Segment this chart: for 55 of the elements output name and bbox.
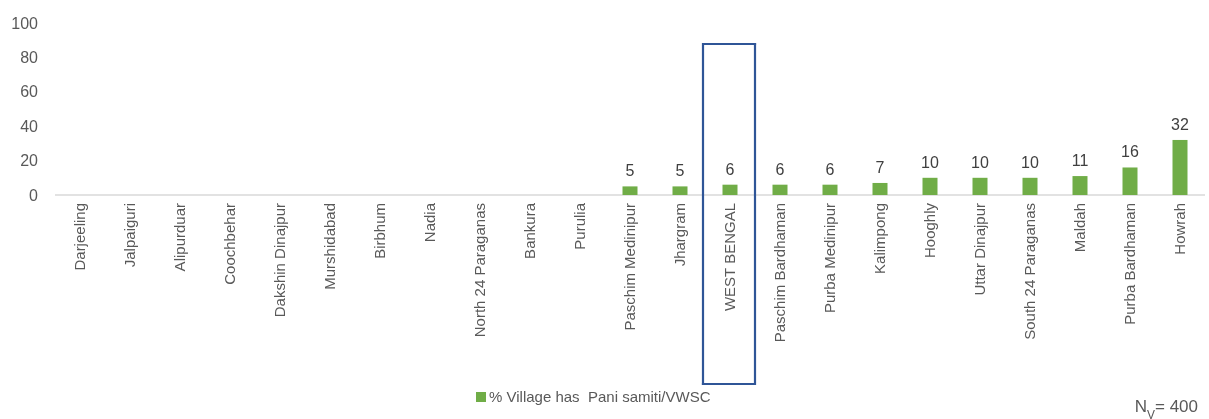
bar (872, 182, 888, 195)
bar (622, 186, 638, 195)
x-tick-label: Jalpaiguri (121, 203, 139, 268)
x-tick-label: Coochbehar (221, 203, 239, 285)
x-tick-label: Nadia (421, 202, 439, 243)
x-tick-label: Murshidabad (321, 203, 339, 290)
x-tick-label: Uttar Dinajpur (971, 203, 989, 296)
y-tick-label: 80 (20, 49, 39, 66)
x-tick-label: Paschim Bardhaman (771, 203, 789, 343)
x-tick-label: Purba Medinipur (821, 203, 839, 314)
x-tick-label: WEST BENGAL (721, 203, 739, 312)
x-tick-label: North 24 Paraganas (471, 203, 489, 338)
bar (1122, 167, 1138, 195)
data-label: 6 (725, 160, 735, 178)
data-label: 7 (875, 158, 885, 176)
data-label: 6 (825, 160, 835, 178)
x-tick-label: Darjeeling (71, 203, 89, 271)
y-tick-label: 20 (20, 152, 39, 170)
bar (922, 177, 938, 195)
y-tick-label: 60 (20, 83, 39, 101)
bar (1022, 177, 1038, 195)
x-tick-label: Alipurduar (171, 203, 189, 272)
x-tick-label: Purulia (571, 202, 589, 250)
y-tick-label: 0 (29, 186, 39, 204)
data-label: 5 (675, 162, 685, 180)
x-tick-label: Jhargram (671, 203, 689, 267)
data-label: 32 (1171, 115, 1189, 133)
x-tick-label: Purba Bardhaman (1121, 203, 1139, 325)
bar (722, 184, 738, 195)
legend-label: % Village has Pani samiti/VWSC (489, 388, 711, 405)
x-tick-label: Maldah (1071, 203, 1089, 253)
x-tick-label: Howrah (1171, 203, 1189, 255)
bar (672, 186, 688, 195)
data-label: 10 (921, 153, 939, 171)
x-tick-label: Bankura (521, 202, 539, 259)
x-tick-label: Kalimpong (871, 203, 889, 274)
x-tick-label: Hooghly (921, 202, 939, 259)
bar (772, 184, 788, 195)
data-label: 16 (1121, 143, 1139, 161)
x-tick-label: Paschim Medinipur (621, 203, 639, 331)
data-label: 6 (775, 160, 785, 178)
x-tick-label: Birbhum (371, 203, 389, 259)
bar (972, 177, 988, 195)
data-label: 11 (1071, 152, 1089, 170)
text: N$_{V}$= 400 (1134, 397, 1198, 419)
data-label: 10 (1021, 153, 1039, 171)
y-tick-label: 40 (20, 117, 39, 135)
bar (1172, 139, 1188, 195)
x-tick-label: Dakshin Dinajpur (271, 203, 289, 318)
y-tick-label: 100 (11, 14, 39, 32)
bar (822, 184, 838, 195)
data-label: 5 (625, 162, 635, 180)
bar (1072, 176, 1088, 195)
data-label: 10 (971, 153, 989, 171)
x-tick-label: South 24 Paraganas (1021, 203, 1039, 340)
